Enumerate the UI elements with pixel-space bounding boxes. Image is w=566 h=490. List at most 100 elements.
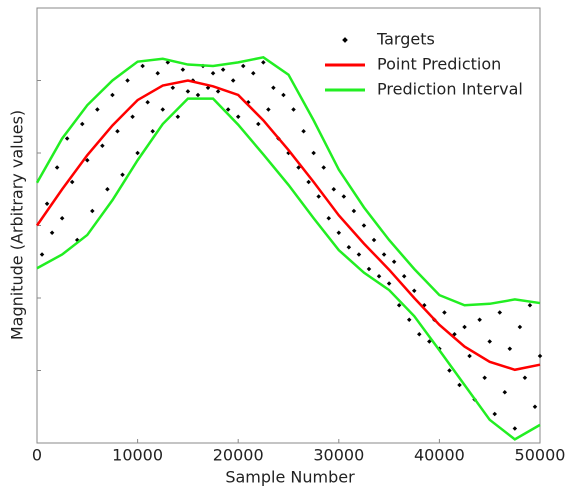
target-point — [512, 426, 518, 431]
target-point — [230, 78, 236, 83]
target-point — [537, 353, 543, 359]
target-point — [326, 215, 332, 221]
target-point — [301, 128, 306, 134]
target-point — [386, 281, 392, 286]
target-point — [331, 186, 337, 192]
target-point — [110, 92, 115, 98]
target-point — [442, 310, 447, 315]
target-point — [371, 237, 377, 243]
target-point — [266, 107, 271, 112]
target-point — [80, 121, 85, 127]
y-axis-label: Magnitude (Arbitrary values) — [8, 110, 27, 340]
target-point — [366, 266, 372, 272]
target-point — [261, 60, 266, 65]
target-point — [462, 324, 467, 330]
target-point — [240, 63, 246, 69]
legend-label: Prediction Interval — [377, 80, 523, 99]
target-point — [130, 114, 135, 120]
target-point — [351, 208, 357, 214]
target-point — [140, 63, 145, 69]
target-point — [311, 150, 316, 156]
prediction-line — [35, 79, 541, 372]
target-point — [135, 150, 140, 156]
target-point — [64, 136, 70, 141]
target-point — [235, 114, 241, 120]
target-point — [316, 194, 321, 199]
target-point — [100, 143, 105, 149]
target-point — [391, 259, 397, 265]
target-point — [417, 331, 422, 337]
target-point — [487, 339, 492, 344]
target-point — [69, 179, 75, 185]
target-point — [105, 186, 110, 192]
target-point — [427, 339, 432, 344]
target-point — [145, 99, 150, 105]
x-tick-label: 30000 — [313, 446, 364, 465]
target-point — [210, 70, 216, 76]
target-point — [49, 230, 55, 236]
x-tick-label: 40000 — [414, 446, 465, 465]
target-point — [502, 389, 508, 395]
x-tick-label: 10000 — [112, 446, 163, 465]
legend-label: Targets — [376, 30, 435, 49]
target-point — [180, 67, 186, 72]
target-point — [396, 302, 402, 308]
target-point — [477, 317, 482, 323]
target-point — [447, 368, 452, 373]
target-point — [291, 107, 296, 112]
target-point — [256, 121, 261, 127]
target-point — [271, 85, 276, 91]
target-point — [457, 382, 462, 388]
target-point — [44, 201, 50, 207]
target-point — [170, 85, 176, 91]
x-tick-label: 20000 — [213, 446, 264, 465]
interval-lower — [36, 97, 541, 441]
target-point — [406, 317, 412, 323]
target-point — [39, 252, 45, 257]
target-point — [467, 353, 472, 359]
target-point — [492, 411, 497, 417]
target-point — [346, 244, 352, 250]
target-point — [155, 70, 160, 76]
target-point — [381, 252, 387, 257]
target-point — [507, 346, 513, 352]
target-point — [376, 273, 382, 279]
target-point — [336, 230, 342, 236]
target-point — [532, 404, 538, 410]
target-point — [125, 78, 130, 83]
target-point — [527, 302, 533, 308]
target-point — [356, 252, 362, 257]
target-point — [321, 165, 326, 170]
target-point — [54, 165, 60, 170]
target-point — [251, 70, 256, 76]
target-point — [497, 310, 503, 315]
target-point — [517, 324, 523, 330]
x-tick-label: 0 — [32, 446, 42, 465]
target-point — [482, 375, 487, 381]
target-point — [95, 107, 100, 112]
target-point — [90, 208, 95, 214]
target-point — [120, 172, 125, 178]
target-point — [361, 223, 367, 228]
x-tick-label: 50000 — [515, 446, 566, 465]
x-axis-label: Sample Number — [225, 468, 355, 487]
target-point — [195, 92, 201, 98]
target-point — [85, 157, 90, 163]
target-point — [401, 273, 407, 279]
target-point — [522, 375, 528, 381]
target-point — [150, 128, 155, 134]
legend-marker — [342, 37, 348, 43]
target-point — [185, 89, 191, 94]
target-point — [160, 107, 166, 112]
target-point — [59, 215, 65, 221]
target-point — [220, 67, 226, 72]
legend-label: Point Prediction — [377, 55, 501, 74]
target-point — [175, 114, 181, 120]
interval-upper — [35, 55, 541, 307]
target-point — [115, 128, 120, 134]
target-point — [341, 194, 347, 199]
target-point — [306, 179, 311, 185]
target-point — [281, 92, 286, 98]
target-point — [411, 288, 417, 294]
